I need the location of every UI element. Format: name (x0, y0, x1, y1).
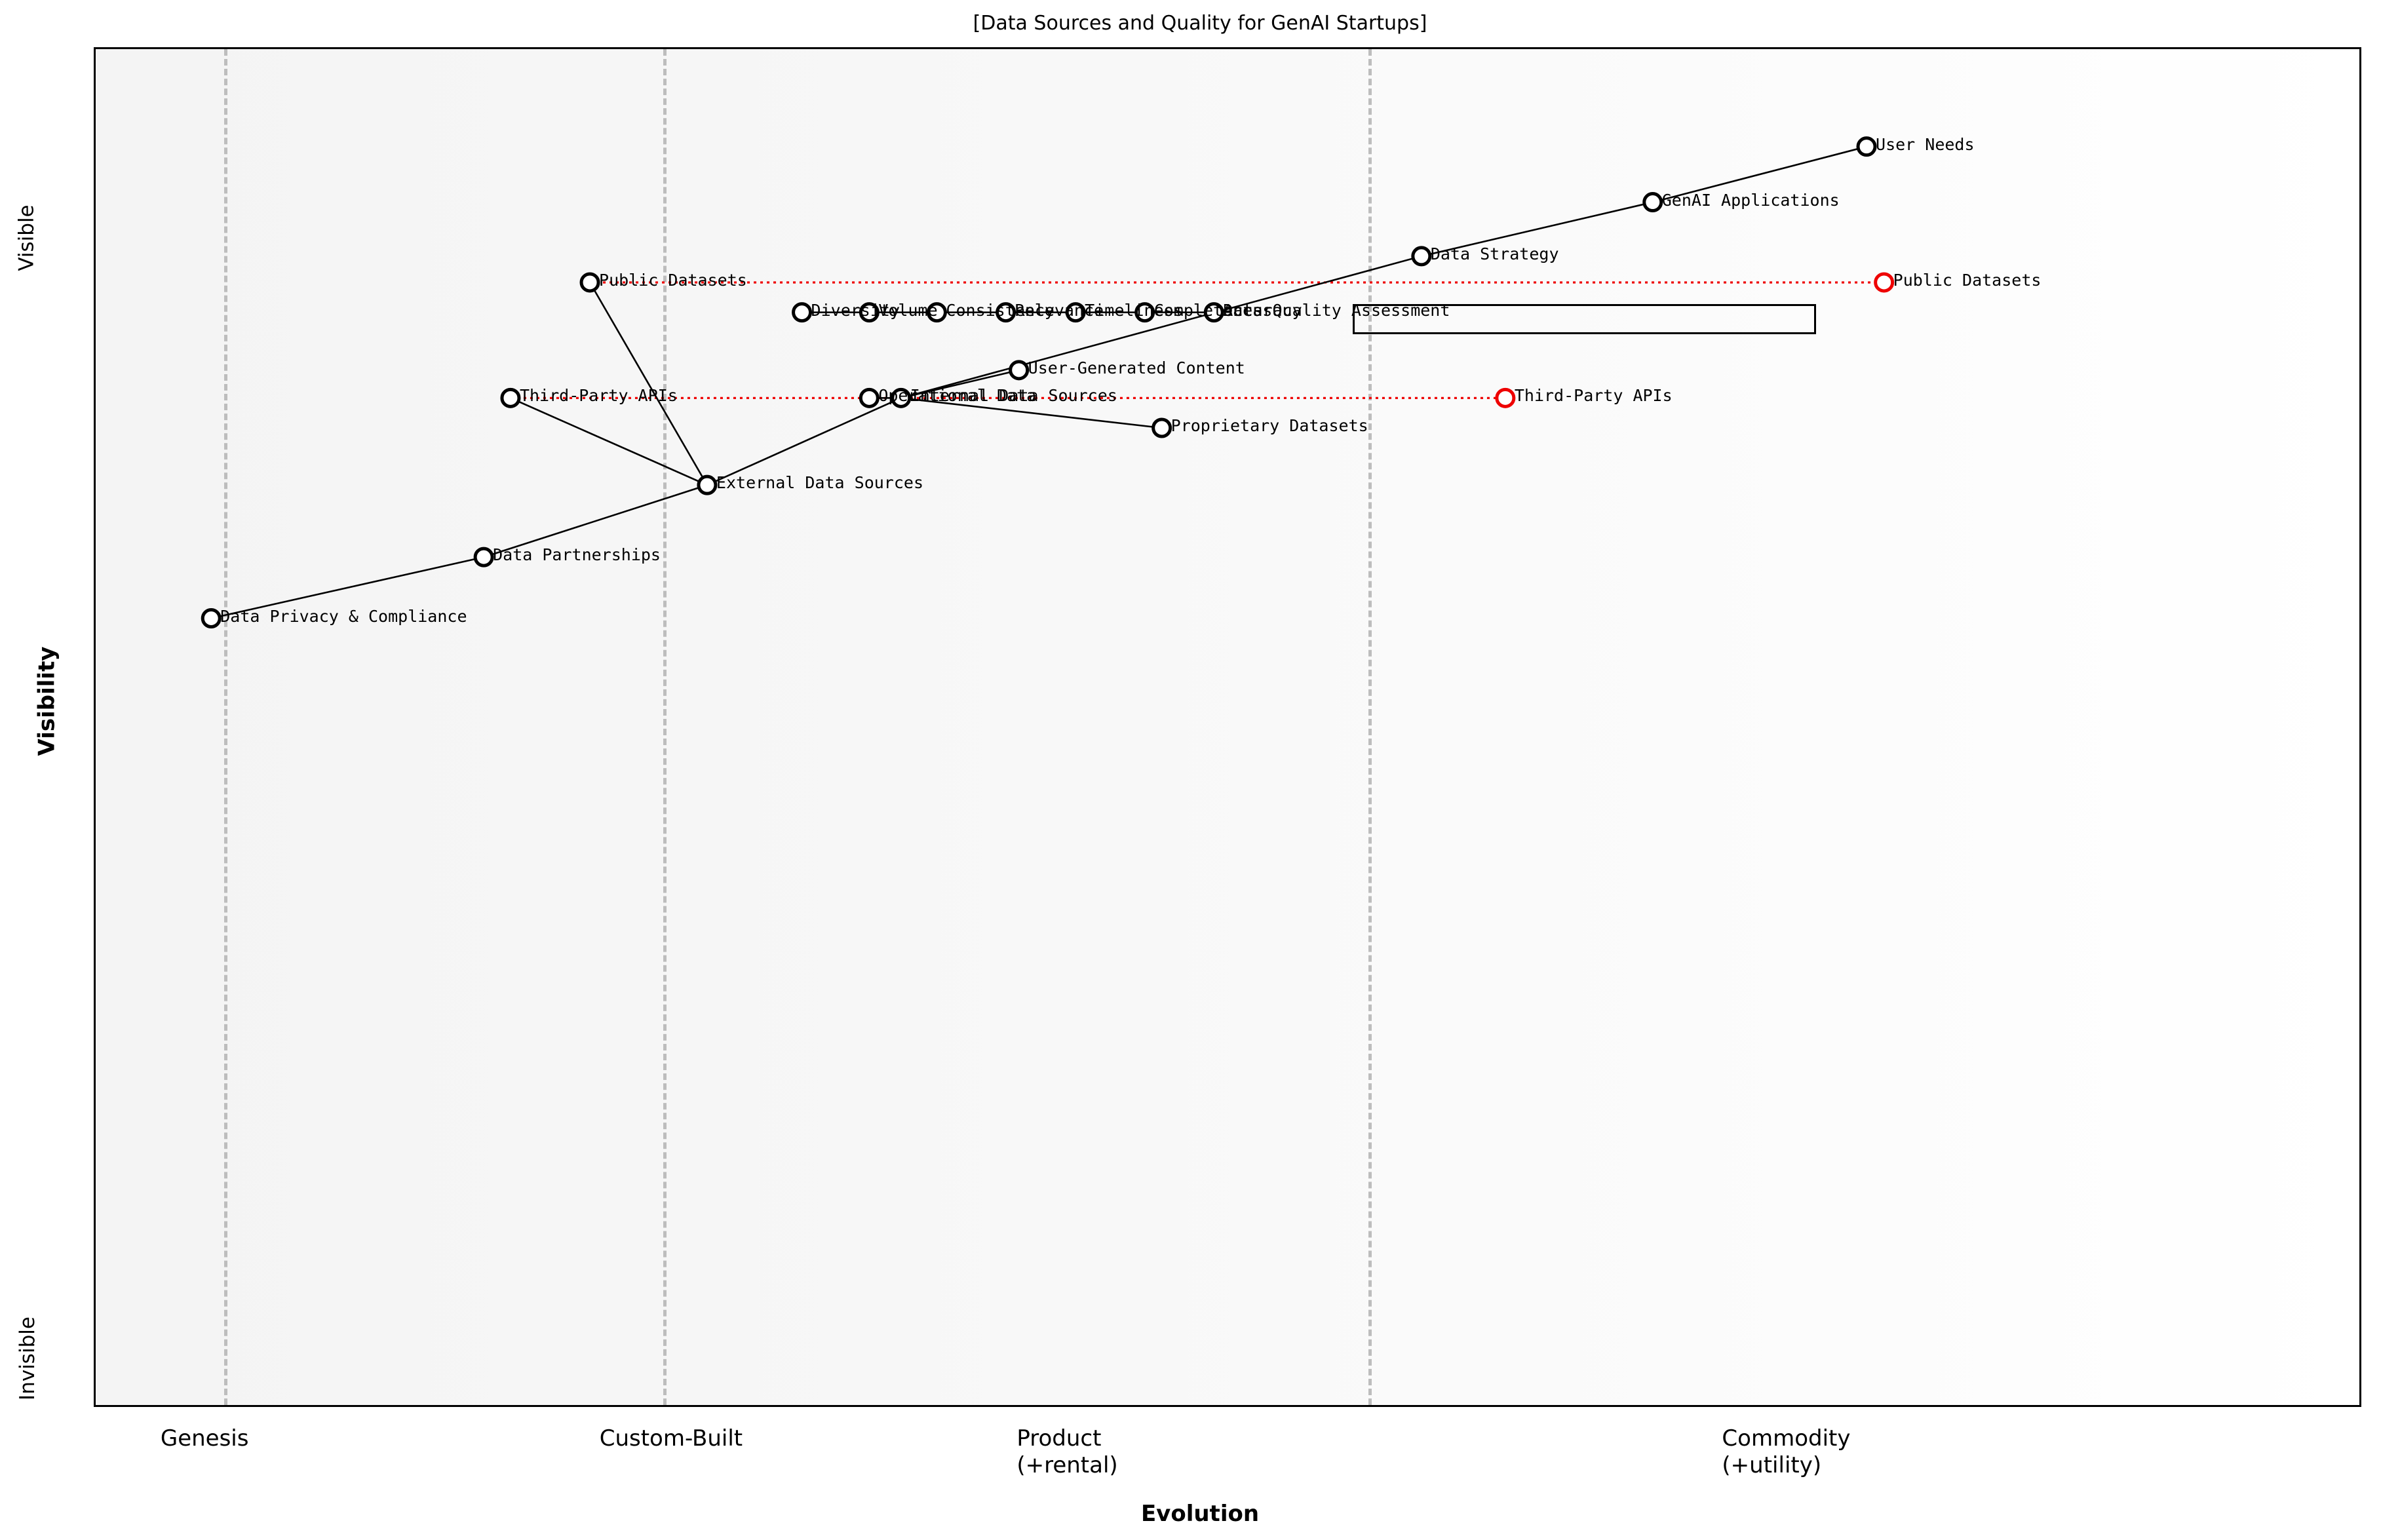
pipeline-box (1353, 304, 1816, 334)
evolved-node-label-evo-public-datasets: Public Datasets (1893, 270, 2042, 290)
node-label-external-data-sources: External Data Sources (716, 473, 923, 493)
x-axis-tick-line1: Custom-Built (599, 1425, 743, 1452)
x-axis-tick-line2: (+utility) (1722, 1452, 1822, 1479)
node-label-internal-data-sources: Internal Data Sources (910, 386, 1117, 406)
node-label-user-needs: User Needs (1876, 134, 1975, 154)
evolved-node-label-evo-third-party-apis: Third-Party APIs (1514, 386, 1673, 406)
x-axis-tick-genesis: Genesis (161, 1425, 249, 1452)
y-axis-tick-invisible: Invisible (15, 1317, 39, 1400)
node-label-completeness: Completeness (1153, 300, 1273, 320)
evolution-divider-product (663, 49, 667, 1405)
node-label-data-privacy-compliance: Data Privacy & Compliance (220, 606, 467, 626)
node-label-genai-applications: GenAI Applications (1661, 190, 1840, 210)
node-label-proprietary-datasets: Proprietary Datasets (1171, 416, 1368, 435)
x-axis-tick-custom-built: Custom-Built (600, 1425, 743, 1452)
node-label-operational-data: Operational Data (878, 386, 1037, 406)
node-label-user-generated-content: User-Generated Content (1028, 358, 1245, 377)
node-label-relevance: Relevance (1015, 300, 1104, 320)
x-axis-tick-product: Product (+rental) (1016, 1425, 1117, 1480)
x-axis-tick-line1: Genesis (160, 1425, 249, 1452)
plot-area (94, 47, 2361, 1407)
node-label-accuracy: Accuracy (1223, 300, 1302, 320)
x-axis-tick-commodity: Commodity (+utility) (1722, 1425, 1850, 1480)
node-label-consistency: Consistency (946, 300, 1055, 320)
x-axis-title: Evolution (1140, 1501, 1260, 1527)
node-label-timeliness: Timeliness (1085, 300, 1184, 320)
x-axis-tick-line2: (+rental) (1016, 1452, 1118, 1479)
node-label-diversity: Diversity (811, 300, 900, 320)
y-axis-tick-visible: Visible (14, 204, 39, 271)
node-label-public-datasets: Public Datasets (599, 270, 747, 290)
node-label-volume: Volume (878, 300, 938, 320)
evolution-divider-custom-built (224, 49, 227, 1405)
node-label-third-party-apis: Third-Party APIs (519, 386, 678, 406)
evolution-divider-commodity (1368, 49, 1372, 1405)
x-axis-tick-line1: Commodity (1722, 1425, 1851, 1452)
x-axis-tick-line1: Product (1016, 1425, 1102, 1452)
y-axis-title: Visibility (33, 646, 60, 756)
page-title: [Data Sources and Quality for GenAI Star… (973, 12, 1427, 35)
node-label-data-partnerships: Data Partnerships (493, 545, 661, 565)
node-label-data-strategy: Data Strategy (1430, 244, 1559, 263)
